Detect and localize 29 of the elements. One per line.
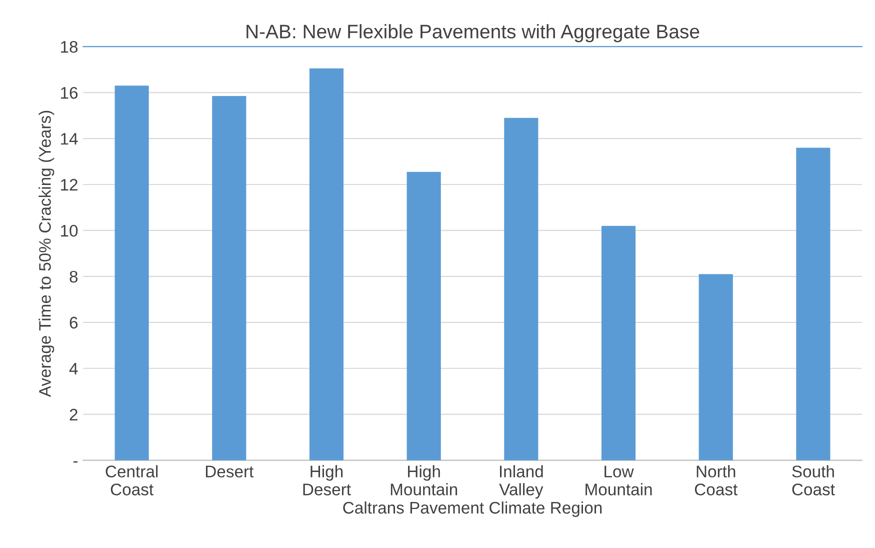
bar: [406, 172, 441, 460]
x-tick-label: North Coast: [694, 465, 738, 496]
x-axis-title: Caltrans Pavement Climate Region: [343, 501, 602, 517]
bar: [796, 148, 830, 460]
bar: [114, 86, 149, 460]
y-tick-label: 12: [61, 178, 78, 191]
y-tick-label: 6: [70, 316, 78, 329]
y-tick-label: 8: [70, 270, 78, 283]
x-tick-label: High Desert: [303, 465, 351, 496]
x-tick-label: High Mountain: [390, 465, 458, 496]
y-tick-label: 10: [61, 224, 78, 237]
x-tick-label: Low Mountain: [586, 466, 652, 496]
bar: [698, 274, 733, 460]
y-tick-label: 14: [61, 133, 78, 145]
y-tick-label: -: [73, 461, 78, 463]
x-tick-label: Inland Valley: [499, 465, 544, 499]
bar: [601, 226, 636, 460]
chart-title: N-AB: New Flexible Pavements with Aggregate Base: [246, 24, 700, 42]
y-axis-title: Average Time to 50% Cracking (Years): [38, 110, 54, 398]
x-tick-label: South Coast: [792, 465, 835, 496]
bar: [212, 96, 246, 460]
y-tick-label: 2: [70, 408, 78, 420]
bar: [504, 118, 538, 460]
x-tick-label: Central Coast: [106, 465, 158, 496]
y-tick-label: 16: [61, 86, 78, 99]
bar: [309, 68, 344, 460]
x-tick-label: Desert: [206, 466, 254, 478]
y-tick-label: 18: [61, 40, 78, 53]
y-tick-label: 4: [69, 362, 78, 374]
